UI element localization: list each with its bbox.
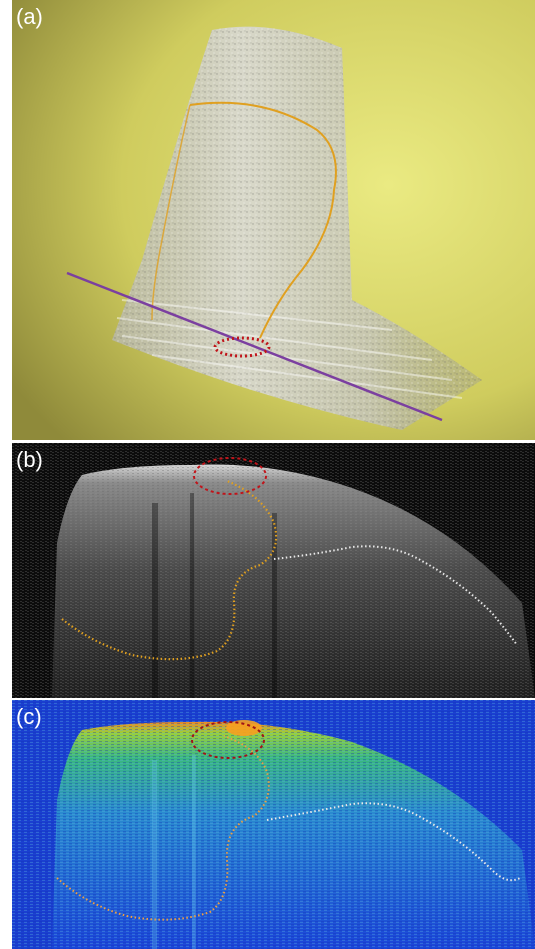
region-highlight-ellipse [213,336,271,358]
boundary-dotted-white [273,545,518,646]
boundary-dotted-white-c [266,802,521,882]
region-highlight-ellipse-c [191,721,265,759]
region-highlight-ellipse-b [193,457,267,495]
panel-b-label: (b) [16,447,43,472]
cut-plane-line [66,271,443,422]
bscan-grayscale-image [12,443,535,698]
boundary-curve-orange [189,101,337,339]
panel-c-label: (c) [16,704,42,729]
boundary-dotted-orange-c [56,735,270,921]
bscan-colormap-image [12,700,535,949]
panel-a-label: (a) [16,4,43,29]
panel-a-volume-render: (a) [12,0,535,440]
panel-b-bscan-grayscale: (b) [12,443,535,698]
boundary-dotted-orange [61,479,278,661]
volume-render-image [12,0,535,440]
panel-c-bscan-colormap: (c) [12,700,535,949]
